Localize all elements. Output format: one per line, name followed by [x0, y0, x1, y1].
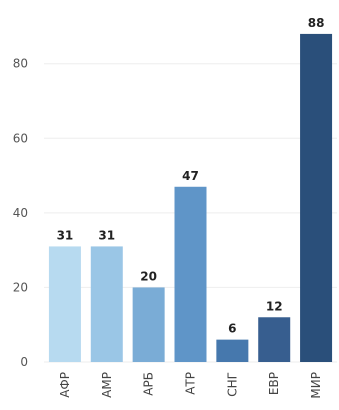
category-label: АФР	[58, 372, 72, 398]
bars	[48, 33, 333, 362]
bar	[132, 287, 165, 362]
y-tick-label: 60	[13, 131, 28, 145]
y-tick-label: 40	[13, 206, 28, 220]
bar	[216, 339, 249, 362]
y-tick-label: 20	[13, 280, 28, 294]
category-label: МИР	[309, 372, 323, 399]
x-axis-categories: АФР АМР АРБ АТР СНГ ЕВР МИР	[58, 372, 323, 399]
y-axis-ticks: 0 20 40 60 80	[13, 57, 28, 369]
y-tick-label: 80	[13, 57, 28, 71]
category-label: СНГ	[225, 372, 239, 397]
data-label: 47	[182, 169, 199, 183]
data-label: 12	[266, 299, 283, 313]
bar	[174, 186, 207, 362]
bar	[48, 246, 81, 362]
category-label: ЕВР	[267, 372, 281, 395]
category-label: АТР	[184, 372, 198, 395]
data-label: 88	[308, 16, 325, 30]
data-label: 20	[140, 269, 157, 283]
y-tick-label: 0	[20, 355, 28, 369]
category-label: АМР	[100, 372, 114, 398]
bar	[258, 317, 291, 362]
bar	[300, 33, 333, 362]
data-labels: 31 31 20 47 6 12 88	[57, 16, 325, 336]
data-label: 31	[98, 228, 115, 242]
bar	[90, 246, 123, 362]
category-label: АРБ	[142, 372, 156, 396]
data-label: 6	[228, 322, 236, 336]
data-label: 31	[57, 228, 74, 242]
